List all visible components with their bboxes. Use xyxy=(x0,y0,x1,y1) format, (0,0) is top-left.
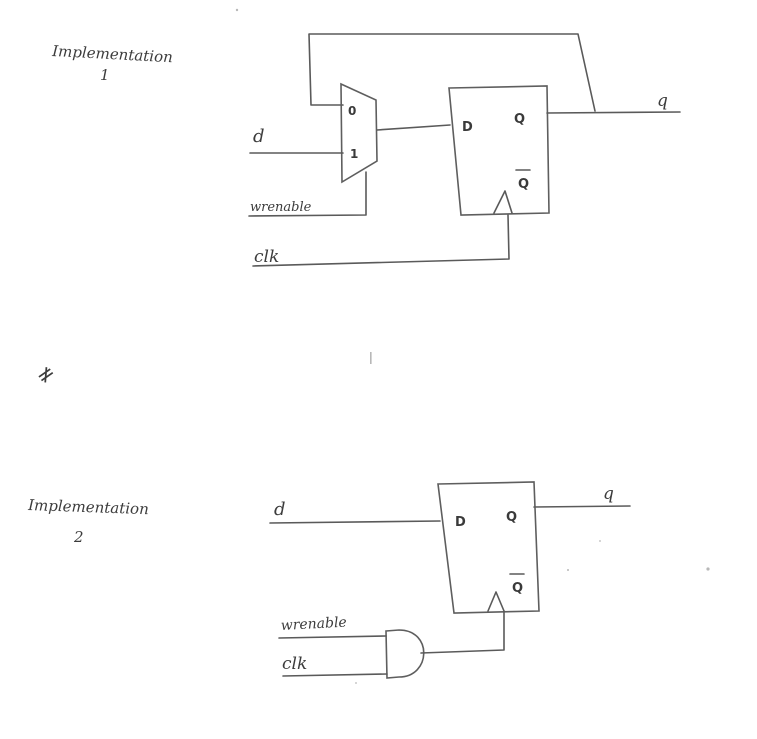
and-output-wire xyxy=(420,610,505,654)
separator-mark: ≠ xyxy=(31,360,60,391)
ff2-qbar-label: Q xyxy=(512,581,523,596)
d-input-wire xyxy=(269,520,441,524)
implementation-2-label-line1: Implementation xyxy=(27,496,149,518)
signal-d-label: d xyxy=(274,499,286,520)
ff1-q-label: Q xyxy=(514,112,525,127)
signal-d-label: d xyxy=(253,126,265,147)
ff1-qbar-label: Q xyxy=(518,177,529,192)
implementation-1: Implementation 1 0 1 d wrenable D Q Q q … xyxy=(51,33,681,267)
signal-wrenable-label: wrenable xyxy=(250,200,312,215)
q-output-wire xyxy=(533,505,631,508)
multiplexer xyxy=(340,82,378,184)
feedback-wire xyxy=(308,33,596,112)
scan-specks xyxy=(235,8,710,684)
mux-input-0-label: 0 xyxy=(348,104,356,118)
wrenable-wire xyxy=(248,171,367,217)
clk-wire xyxy=(282,673,388,677)
d-flip-flop-1 xyxy=(448,85,550,216)
and-gate xyxy=(385,629,425,679)
ff2-d-label: D xyxy=(455,515,466,530)
ff2-q-label: Q xyxy=(506,510,517,525)
signal-clk-label: clk xyxy=(282,654,307,674)
implementation-2: Implementation 2 d D Q Q q wrenable clk xyxy=(27,481,631,679)
mux-output-wire xyxy=(376,124,451,131)
mux-input-1-label: 1 xyxy=(350,147,358,161)
clk-wire xyxy=(252,214,510,267)
implementation-1-label-line1: Implementation xyxy=(51,42,173,66)
ff1-clock-triangle xyxy=(493,190,513,214)
signal-q-label: q xyxy=(603,484,614,504)
signal-wrenable-label: wrenable xyxy=(280,615,347,634)
ff2-clock-triangle xyxy=(487,591,505,612)
implementation-1-label-line2: 1 xyxy=(100,66,110,84)
ff1-d-label: D xyxy=(462,120,473,135)
implementation-2-label-line2: 2 xyxy=(73,528,84,546)
q-output-wire xyxy=(546,111,681,114)
signal-clk-label: clk xyxy=(254,247,279,267)
wrenable-wire xyxy=(278,635,387,639)
d-flip-flop-2 xyxy=(437,481,540,614)
signal-q-label: q xyxy=(657,91,668,111)
